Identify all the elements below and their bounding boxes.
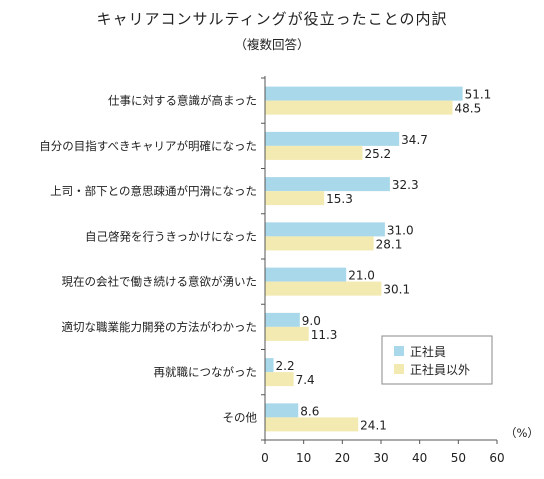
data-label: 8.6 [300,404,319,418]
data-label: 48.5 [455,102,482,116]
x-tick-label: 10 [296,451,311,465]
bar-seishain [265,131,400,146]
bar-seishain-igai [265,191,325,206]
data-label: 25.2 [364,147,391,161]
bar-seishain [265,267,347,282]
data-label: 11.3 [311,328,338,342]
data-label: 51.1 [465,88,492,102]
chart-title: キャリアコンサルティングが役立ったことの内訳 [96,10,448,28]
data-label: 7.4 [296,373,315,387]
bar-seishain [265,86,463,101]
legend-label: 正社員 [410,344,446,359]
bars-layer: 51.148.5 34.7 25.2 32.3 15.3 31.028.1 21.0 30.1… [265,86,492,432]
x-tick-label: 50 [451,451,466,465]
data-label: 21.0 [348,269,375,283]
data-label: 15.3 [326,192,353,206]
bar-seishain-igai [265,326,309,341]
bar-seishain [265,312,300,327]
data-label: 28.1 [376,237,403,251]
bar-seishain [265,403,299,418]
bar-seishain-igai [265,236,374,251]
legend-label: 正社員以外 [410,362,470,377]
bar-seishain [265,177,390,192]
bar-seishain [265,222,385,237]
data-label: 32.3 [392,178,419,192]
category-labels: 仕事に対する意識が高まった自分の目指すべきキャリアが明確になった上司・部下との意… [39,94,257,425]
bar-seishain-igai [265,281,382,296]
bar-seishain-igai [265,100,453,115]
x-tick-label: 60 [489,451,504,465]
category-label: 自己啓発を行うきっかけになった [85,229,257,243]
category-label: 再就職につながった [154,365,258,379]
bar-seishain-igai [265,417,359,432]
category-label: 現在の会社で働き続ける意欲が湧いた [62,275,258,289]
data-label: 24.1 [360,418,387,432]
data-label: 9.0 [302,314,321,328]
x-axis: 0 10 20 30 40 50 60（%） [261,76,539,465]
data-label: 34.7 [401,133,428,147]
x-tick-label: 30 [373,451,388,465]
data-label: 31.0 [387,223,414,237]
x-tick-label: 20 [335,451,350,465]
bar-seishain-igai [265,145,363,160]
category-label: その他 [223,410,258,424]
bar-seishain-igai [265,372,294,387]
legend-swatch [394,346,404,356]
category-label: 上司・部下との意思疎通が円滑になった [50,184,257,198]
category-label: 自分の目指すべきキャリアが明確になった [39,139,257,153]
chart-subtitle: （複数回答） [234,37,310,52]
category-label: 適切な職業能力開発の方法がわかった [62,320,258,334]
x-tick-label: 0 [261,451,269,465]
unit-label: （%） [505,426,539,440]
bar-seishain [265,358,274,373]
legend-swatch [394,364,404,374]
data-label: 2.2 [276,359,295,373]
data-label: 30.1 [383,283,410,297]
category-label: 仕事に対する意識が高まった [108,94,257,108]
x-tick-label: 40 [412,451,427,465]
legend-box [381,335,493,385]
